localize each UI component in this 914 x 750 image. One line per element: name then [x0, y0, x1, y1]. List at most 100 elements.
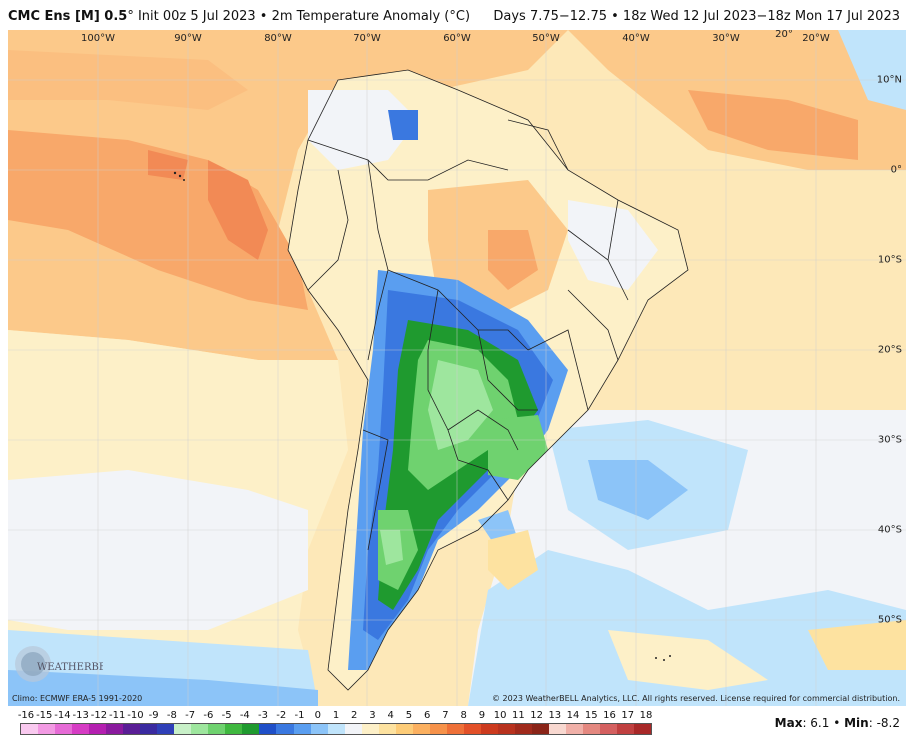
colorbar-swatch	[191, 724, 209, 734]
lon-label: 100°W	[81, 33, 115, 44]
colorbar-swatch	[21, 724, 39, 734]
lat-label: 40°S	[877, 524, 902, 536]
climatology-note: Climo: ECMWF ERA-5 1991-2020	[12, 694, 143, 703]
colorbar-swatch	[55, 724, 73, 734]
colorbar-tick-label: -15	[36, 710, 53, 721]
model-name: CMC Ens [M] 0.5	[8, 9, 128, 24]
colorbar-tick-label: 14	[566, 710, 580, 721]
colorbar-tick-label: 7	[442, 710, 449, 721]
lat-label: 10°S	[877, 254, 902, 266]
max-label: Max	[774, 716, 803, 730]
colorbar-tick-label: 8	[460, 710, 467, 721]
colorbar-tick-label: -5	[221, 710, 232, 721]
max-value: 6.1	[810, 716, 830, 730]
min-value: -8.2	[876, 716, 900, 730]
colorbar-swatch	[310, 724, 328, 734]
colorbar-swatch	[225, 724, 243, 734]
colorbar-swatch	[429, 724, 447, 734]
colorbar-swatch	[634, 724, 652, 734]
lon-label: 40°W	[622, 33, 650, 44]
colorbar-swatch	[293, 724, 311, 734]
colorbar-tick-label: -3	[258, 710, 269, 721]
colorbar-tick-label: -4	[239, 710, 250, 721]
colorbar-swatch	[617, 724, 635, 734]
colorbar-tick-label: -9	[148, 710, 159, 721]
lon-label: 50°W	[532, 33, 560, 44]
logo-text: WEATHERBELL	[37, 662, 103, 673]
colorbar-swatch	[480, 724, 498, 734]
colorbar-swatch	[463, 724, 481, 734]
lat-label: 0°	[890, 164, 902, 176]
colorbar-ticks: -16 -15 -14 -13 -12 -11 -10 -9 -8 -7 -6 -5 -4 -3 -2 -1 0…	[17, 710, 653, 722]
stray-degree-label: 20°	[775, 30, 793, 40]
colorbar-tick-label: 6	[423, 710, 431, 721]
colorbar-tick-label: 2	[351, 710, 358, 721]
init-and-variable: ° Init 00z 5 Jul 2023 • 2m Temperature A…	[127, 9, 471, 24]
lat-label: 30°S	[877, 434, 902, 446]
colorbar-swatch	[259, 724, 277, 734]
colorbar-tick-label: 16	[603, 710, 616, 721]
lon-label: 30°W	[712, 33, 740, 44]
colorbar-swatch	[395, 724, 413, 734]
colorbar-swatch	[583, 724, 601, 734]
colorbar-swatch	[446, 724, 464, 734]
colorbar-swatch	[497, 724, 515, 734]
colorbar-tick-label: 13	[548, 710, 562, 721]
colorbar-tick-label: -2	[276, 710, 287, 721]
colorbar-swatch	[514, 724, 532, 734]
min-label: Min	[844, 716, 869, 730]
colorbar-swatch	[106, 724, 124, 734]
colorbar-tick-label: 1	[332, 710, 340, 721]
colorbar-swatch	[531, 724, 549, 734]
colorbar-swatch	[548, 724, 566, 734]
colorbar-swatch	[123, 724, 141, 734]
valid-period: Days 7.75−12.75 • 18z Wed 12 Jul 2023−18…	[493, 9, 900, 24]
colorbar-swatch	[242, 724, 260, 734]
colorbar-swatch	[38, 724, 56, 734]
colorbar-swatch	[600, 724, 618, 734]
lon-label: 70°W	[353, 33, 381, 44]
colorbar-tick-label: -13	[72, 710, 89, 721]
colorbar-swatch	[344, 724, 362, 734]
colorbar-swatch	[89, 724, 107, 734]
lon-label: 80°W	[264, 33, 292, 44]
colorbar-tick-label: -1	[294, 710, 305, 721]
colorbar-tick-label: 10	[493, 710, 507, 721]
colorbar-swatch	[327, 724, 345, 734]
colorbar-swatch	[378, 724, 396, 734]
max-min-readout: Max: 6.1 • Min: -8.2	[774, 716, 900, 730]
colorbar-swatch	[72, 724, 90, 734]
lon-label: 60°W	[443, 33, 471, 44]
colorbar-tick-label: -8	[166, 710, 177, 721]
map-canvas	[8, 30, 906, 706]
map-header: CMC Ens [M] 0.5° Init 00z 5 Jul 2023 • 2…	[0, 0, 914, 30]
map-title: CMC Ens [M] 0.5° Init 00z 5 Jul 2023 • 2…	[8, 9, 470, 24]
colorbar-swatch	[208, 724, 226, 734]
lon-label: 90°W	[174, 33, 202, 44]
colorbar-swatch	[412, 724, 430, 734]
colorbar	[20, 723, 652, 735]
colorbar-tick-label: -6	[203, 710, 214, 721]
colorbar-tick-label: -12	[90, 710, 108, 721]
anomaly-map: 100°W 90°W 80°W 70°W 60°W 50°W 40°W 30°W…	[8, 30, 906, 706]
weatherbell-logo: WEATHERBELL	[13, 642, 103, 686]
lon-label: 20°W	[802, 33, 830, 44]
colorbar-tick-label: 4	[387, 710, 394, 721]
lat-label: 20°S	[877, 344, 902, 356]
colorbar-tick-label: -10	[127, 710, 144, 721]
colorbar-tick-label: 15	[584, 710, 598, 721]
colorbar-tick-label: 3	[369, 710, 376, 721]
colorbar-tick-label: 11	[511, 710, 525, 721]
colorbar-swatch	[174, 724, 192, 734]
colorbar-swatch	[276, 724, 294, 734]
colorbar-swatch	[157, 724, 175, 734]
colorbar-tick-label: 17	[621, 710, 635, 721]
colorbar-tick-label: -7	[185, 710, 196, 721]
colorbar-tick-label: -16	[17, 710, 35, 721]
colorbar-tick-label: -11	[109, 710, 126, 721]
lat-label: 50°S	[877, 614, 902, 626]
colorbar-tick-label: 5	[405, 710, 413, 721]
colorbar-swatch	[361, 724, 379, 734]
colorbar-tick-label: 12	[530, 710, 543, 721]
colorbar-swatch	[140, 724, 158, 734]
